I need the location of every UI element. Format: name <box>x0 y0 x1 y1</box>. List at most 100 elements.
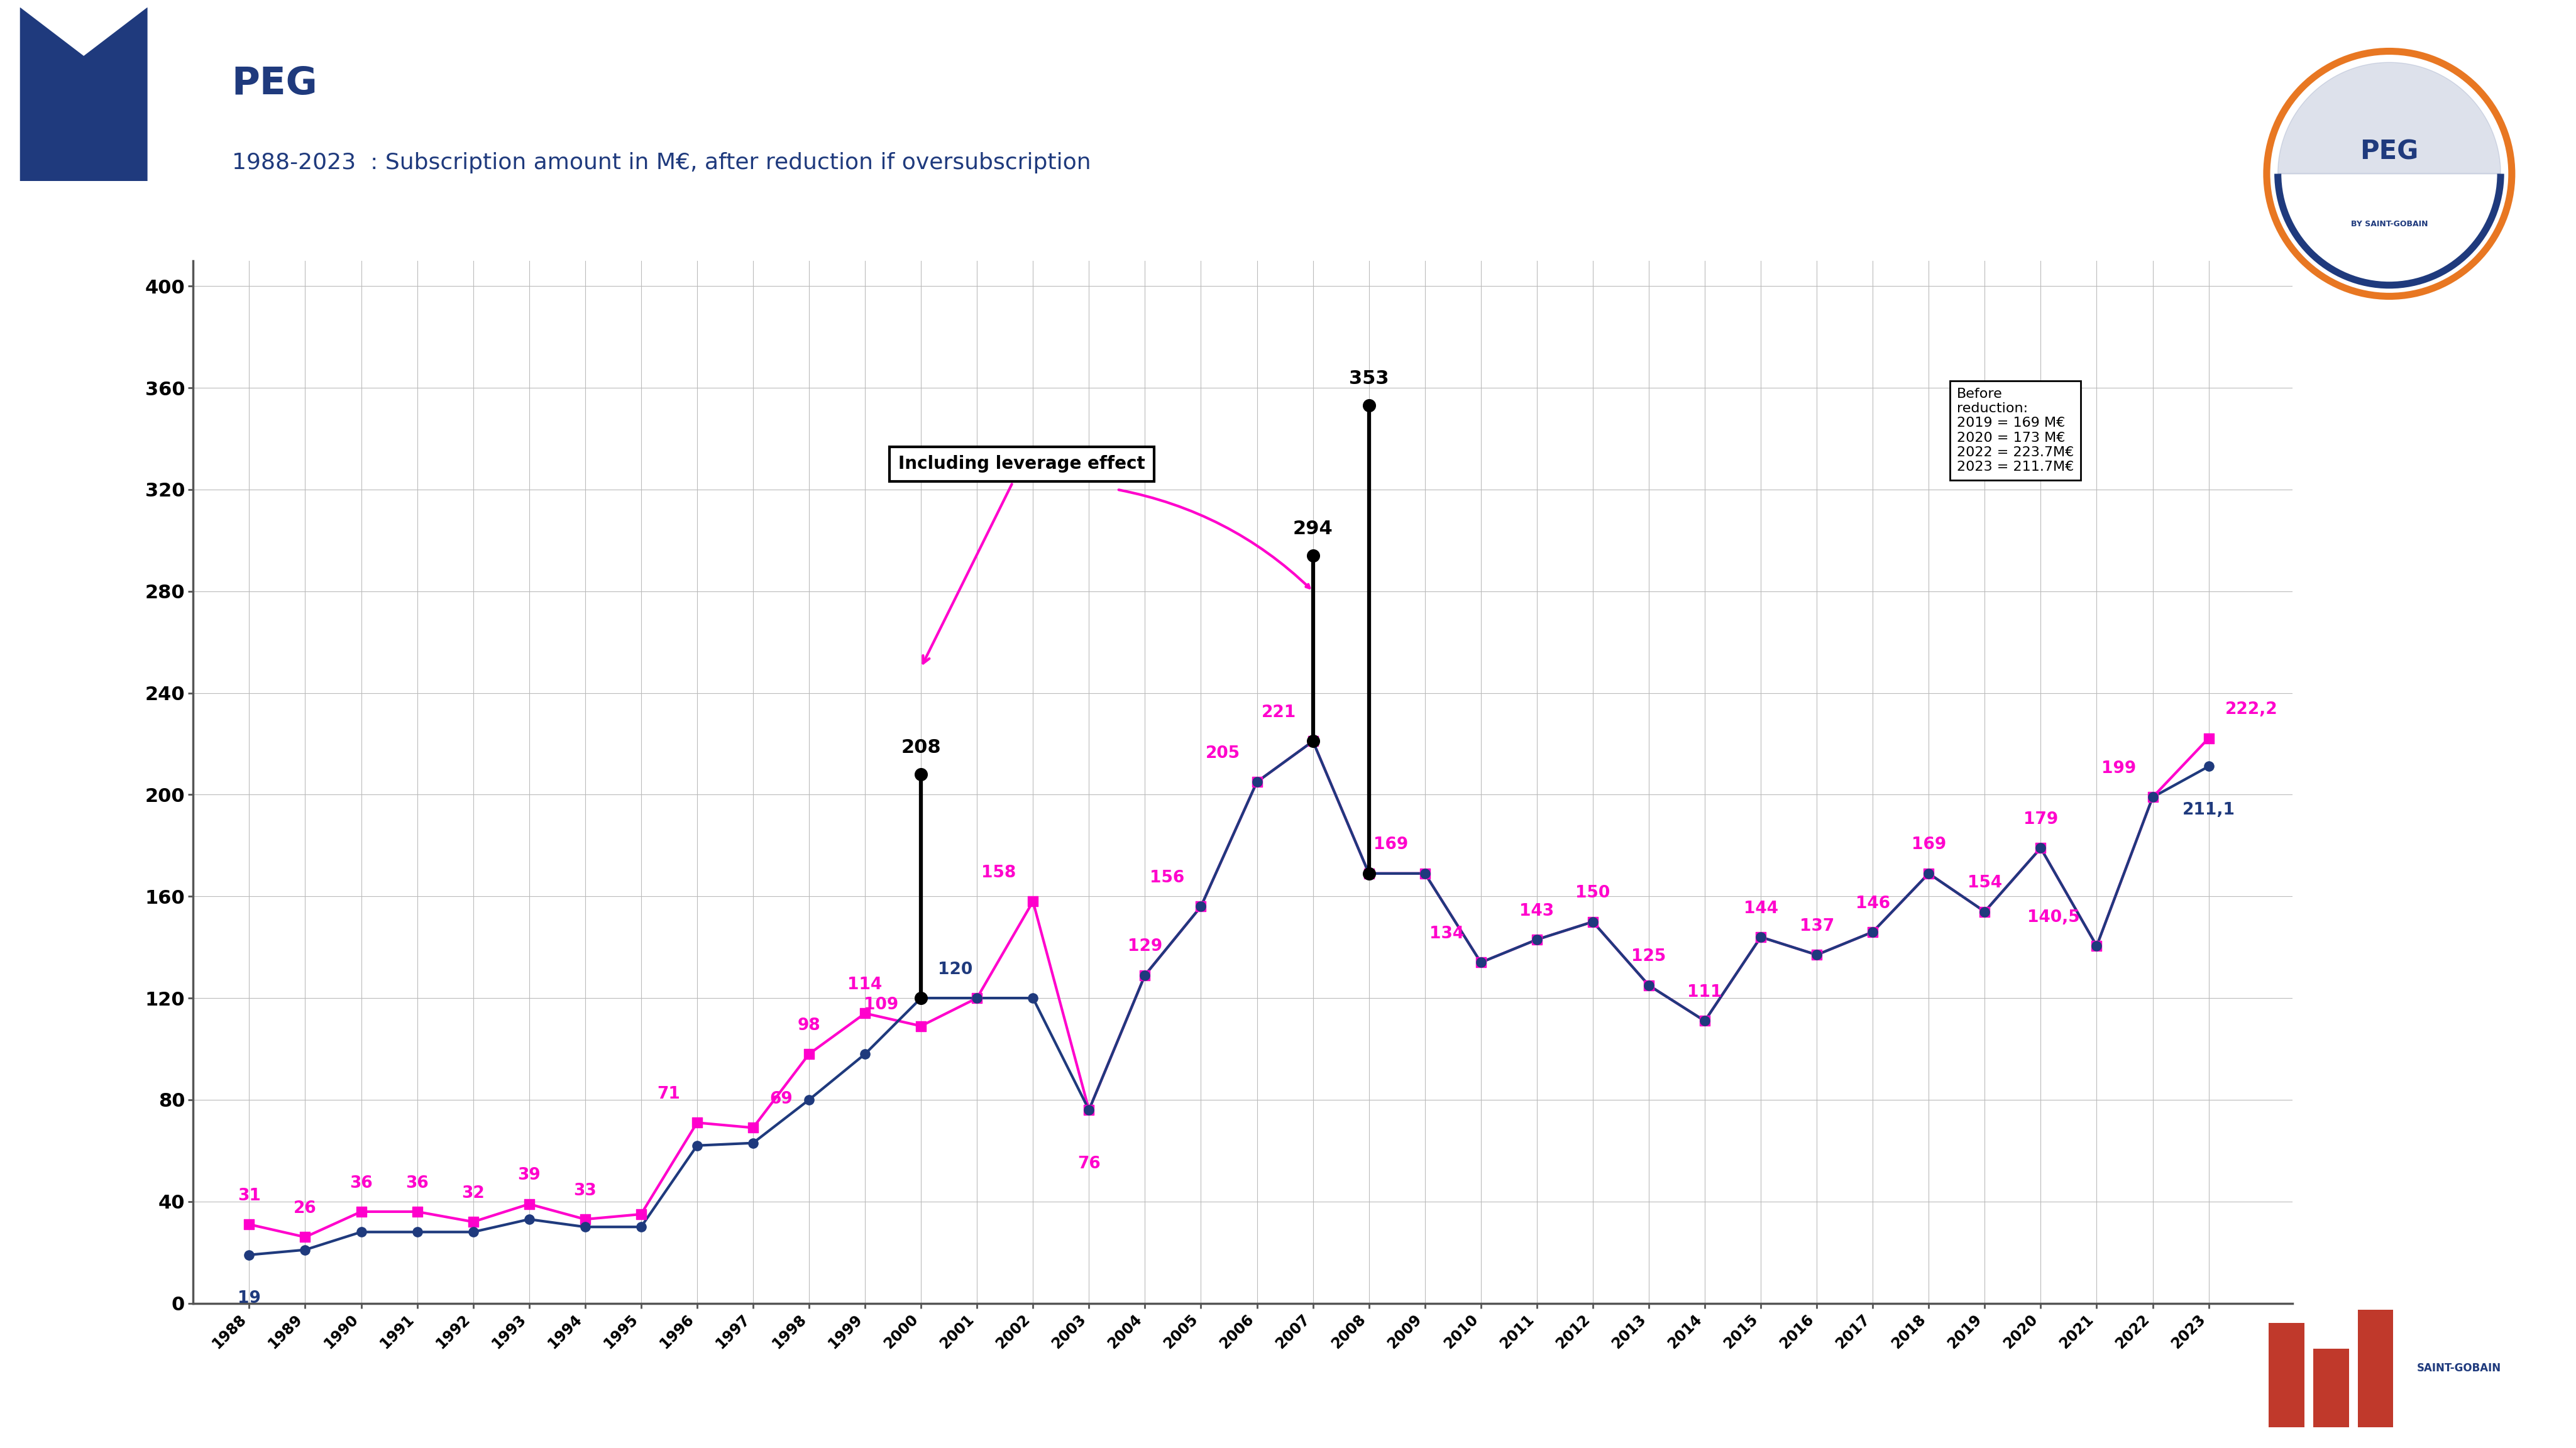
Point <box>732 1116 773 1140</box>
Point <box>1293 730 1334 753</box>
Text: 36: 36 <box>350 1174 374 1192</box>
Point <box>788 1089 829 1112</box>
Point <box>677 1111 719 1134</box>
Text: 114: 114 <box>848 976 884 993</box>
Point <box>956 986 997 1009</box>
Point <box>1347 862 1388 885</box>
Text: 143: 143 <box>1520 904 1553 919</box>
Text: 32: 32 <box>461 1184 484 1202</box>
Point <box>1628 973 1669 996</box>
Text: 208: 208 <box>902 738 940 756</box>
Text: 146: 146 <box>1855 895 1891 912</box>
Text: 154: 154 <box>1968 875 2002 892</box>
Point <box>2187 754 2228 778</box>
Text: 169: 169 <box>1911 837 1945 853</box>
Point <box>1347 862 1388 885</box>
Point <box>2133 786 2174 809</box>
Point <box>1404 862 1445 885</box>
Point <box>902 763 943 786</box>
Point <box>1852 921 1893 944</box>
Text: 33: 33 <box>574 1183 598 1199</box>
FancyBboxPatch shape <box>2269 1323 2306 1428</box>
Point <box>1571 911 1613 934</box>
Point <box>564 1215 605 1238</box>
Text: 111: 111 <box>1687 985 1723 1001</box>
Text: PEG: PEG <box>2360 139 2419 165</box>
Point <box>1180 895 1221 918</box>
Text: 129: 129 <box>1128 938 1162 954</box>
Point <box>1123 963 1164 986</box>
Point <box>1909 862 1950 885</box>
Point <box>1741 925 1783 948</box>
Polygon shape <box>2277 62 2501 174</box>
Text: 98: 98 <box>799 1018 822 1034</box>
Point <box>1347 862 1388 885</box>
Point <box>453 1221 495 1244</box>
Point <box>1571 911 1613 934</box>
Point <box>2187 727 2228 750</box>
Text: PEG: PEG <box>232 65 317 103</box>
Text: 125: 125 <box>1631 948 1667 964</box>
Text: 156: 156 <box>1149 870 1185 886</box>
Text: 31: 31 <box>237 1187 260 1205</box>
Text: 294: 294 <box>1293 520 1332 537</box>
Point <box>902 1015 943 1038</box>
Point <box>2020 837 2061 860</box>
Point <box>845 1043 886 1066</box>
Point <box>507 1193 549 1216</box>
Point <box>788 1043 829 1066</box>
Text: 205: 205 <box>1206 746 1239 762</box>
Point <box>397 1221 438 1244</box>
Polygon shape <box>21 7 147 181</box>
Point <box>956 986 997 1009</box>
Point <box>1293 544 1334 568</box>
Point <box>621 1215 662 1238</box>
Point <box>283 1238 325 1261</box>
Point <box>1069 1099 1110 1122</box>
Point <box>1123 963 1164 986</box>
Text: 221: 221 <box>1262 705 1296 721</box>
Text: 158: 158 <box>981 864 1015 880</box>
Point <box>1685 1009 1726 1032</box>
Text: 26: 26 <box>294 1200 317 1216</box>
Point <box>845 1002 886 1025</box>
Point <box>1012 891 1054 914</box>
Point <box>1236 770 1278 794</box>
Point <box>1963 901 2004 924</box>
Point <box>283 1225 325 1248</box>
Point <box>2076 934 2117 957</box>
Point <box>1517 928 1558 951</box>
Text: 69: 69 <box>770 1090 793 1108</box>
Point <box>1461 951 1502 975</box>
Text: Before
reduction:
2019 = 169 M€
2020 = 173 M€
2022 = 223.7M€
2023 = 211.7M€: Before reduction: 2019 = 169 M€ 2020 = 1… <box>1958 388 2074 473</box>
Point <box>229 1213 270 1237</box>
Text: 150: 150 <box>1577 885 1610 902</box>
Point <box>2076 934 2117 957</box>
Text: 353: 353 <box>1350 369 1388 388</box>
Point <box>1180 895 1221 918</box>
Text: 109: 109 <box>863 998 899 1014</box>
Point <box>1236 770 1278 794</box>
Point <box>1461 951 1502 975</box>
Point <box>507 1208 549 1231</box>
Point <box>902 986 943 1009</box>
Point <box>1909 862 1950 885</box>
Point <box>229 1244 270 1267</box>
Point <box>1517 928 1558 951</box>
Point <box>340 1221 381 1244</box>
Text: 137: 137 <box>1801 918 1834 934</box>
Point <box>1795 943 1837 966</box>
Text: 120: 120 <box>938 961 974 977</box>
Point <box>677 1134 719 1157</box>
Point <box>1293 730 1334 753</box>
Point <box>1852 921 1893 944</box>
Point <box>1741 925 1783 948</box>
Text: 199: 199 <box>2102 760 2136 776</box>
Point <box>1347 394 1388 417</box>
Point <box>1012 986 1054 1009</box>
Text: 39: 39 <box>518 1167 541 1183</box>
Text: Including leverage effect: Including leverage effect <box>899 455 1146 663</box>
Text: 169: 169 <box>1373 837 1409 853</box>
Point <box>1628 973 1669 996</box>
Point <box>621 1203 662 1226</box>
